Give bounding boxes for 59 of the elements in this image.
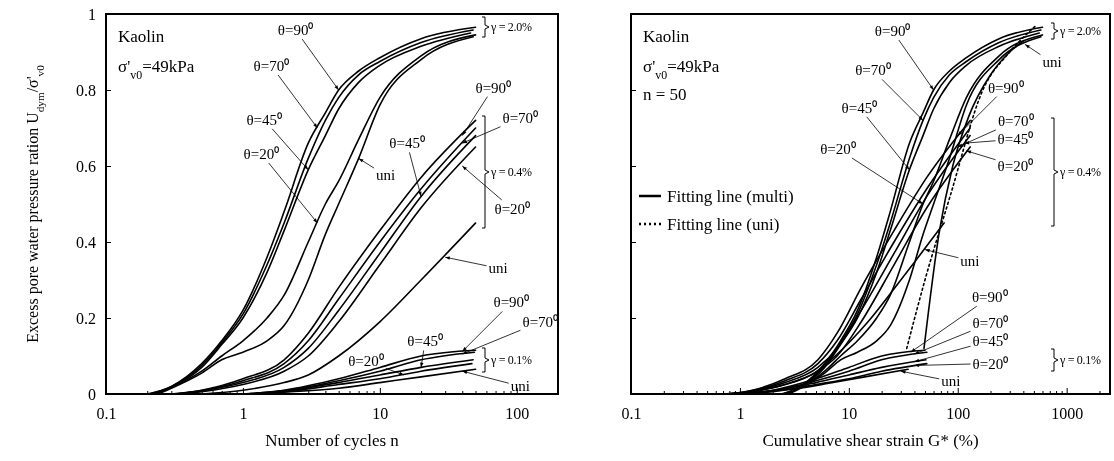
annotation: θ=20⁰ [348, 353, 384, 369]
x-axis-title: Cumulative shear strain G* (%) [762, 431, 979, 450]
annotation: n = 50 [643, 85, 687, 104]
x-tick-label: 100 [946, 405, 971, 423]
annotation: θ=90⁰ [493, 294, 530, 311]
annotation: θ=45⁰ [841, 99, 878, 116]
y-tick-label: 0.8 [76, 81, 96, 99]
annotation: θ=90⁰ [475, 79, 512, 96]
annotation: Kaolin [118, 27, 165, 46]
annotation: θ=20⁰ [972, 355, 1009, 372]
annotation: γ = 0.4% [1059, 165, 1101, 179]
annotation: γ = 0.4% [490, 165, 532, 179]
y-tick-label: 0.4 [76, 233, 96, 251]
annotation: uni [1042, 54, 1062, 71]
annotation: θ=90⁰ [874, 23, 911, 39]
annotation: θ=20⁰ [494, 201, 531, 217]
legend-label: Fitting line (multi) [667, 187, 794, 206]
annotation: θ=70⁰ [502, 110, 539, 127]
annotation: uni [376, 167, 396, 184]
y-tick-label: 0.6 [76, 157, 96, 175]
x-axis-title: Number of cycles n [265, 431, 400, 450]
annotation: θ=20⁰ [820, 141, 856, 157]
annotation: σ'$_{v0}$=49kPa [643, 57, 720, 82]
x-tick-label: 0.1 [96, 405, 117, 423]
x-tick-label: 10 [372, 405, 389, 423]
x-tick-label: 1000 [1051, 405, 1084, 423]
annotation: uni [510, 378, 530, 395]
annotation: γ = 2.0% [1059, 24, 1101, 38]
y-tick-label: 0.2 [76, 309, 96, 327]
x-tick-label: 1 [239, 405, 248, 423]
annotation: θ=90⁰ [277, 22, 314, 38]
annotation: γ = 2.0% [490, 20, 532, 34]
x-tick-label: 0.1 [621, 405, 642, 423]
annotation: θ=90⁰ [971, 289, 1008, 306]
annotation: γ = 0.1% [490, 353, 532, 367]
annotation: σ'$_{v0}$=49kPa [118, 57, 195, 82]
annotation: γ = 0.1% [1059, 353, 1101, 367]
x-tick-label: 10 [841, 405, 858, 423]
annotation: θ=45⁰ [972, 332, 1009, 349]
annotation: θ=70⁰ [997, 113, 1034, 129]
annotation: θ=45⁰ [997, 131, 1034, 148]
annotation: θ=45⁰ [389, 135, 425, 152]
annotation: θ=90⁰ [987, 79, 1024, 96]
x-tick-label: 1 [736, 405, 745, 423]
y-tick-label: 0 [88, 385, 96, 403]
annotation: θ=45⁰ [246, 111, 283, 128]
y-tick-label: 1 [88, 5, 96, 23]
annotation: θ=20⁰ [243, 146, 280, 162]
annotation: θ=70⁰ [855, 62, 891, 79]
annotation: θ=20⁰ [997, 157, 1034, 174]
legend-label: Fitting line (uni) [667, 215, 780, 234]
annotation: θ=45⁰ [407, 333, 443, 350]
annotation: uni [960, 252, 980, 269]
annotation: Kaolin [643, 27, 690, 46]
annotation: uni [488, 260, 508, 277]
x-tick-label: 100 [505, 405, 530, 423]
annotation: θ=70⁰ [972, 315, 1009, 332]
annotation: uni [941, 373, 961, 390]
annotation: θ=70⁰ [253, 58, 290, 74]
